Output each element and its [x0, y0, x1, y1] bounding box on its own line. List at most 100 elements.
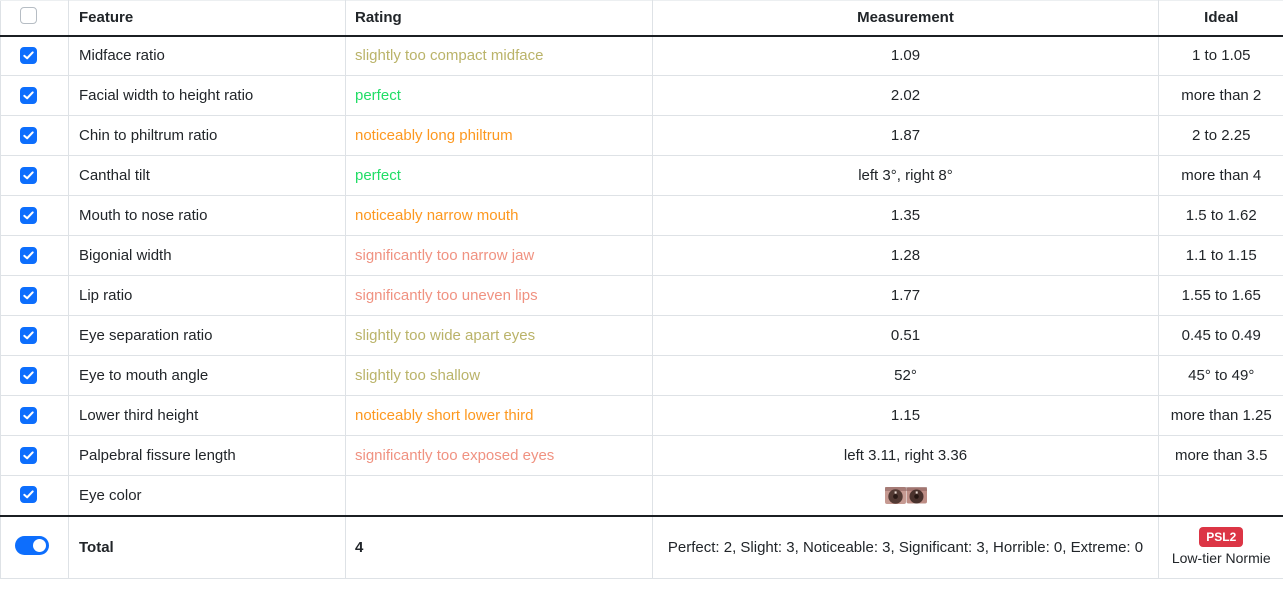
- check-icon: [23, 330, 34, 339]
- total-ideal-cell: PSL2 Low-tier Normie: [1158, 514, 1283, 579]
- row-checkbox[interactable]: [20, 126, 37, 144]
- toggle-knob: [33, 538, 46, 552]
- total-label: Total: [68, 514, 346, 579]
- check-icon: [23, 90, 34, 99]
- row-checkbox[interactable]: [20, 286, 37, 304]
- table-row: Facial width to height ratio perfect 2.0…: [0, 75, 1283, 116]
- column-header-measurement: Measurement: [652, 0, 1159, 37]
- table-row: Midface ratio slightly too compact midfa…: [0, 35, 1283, 76]
- table-header: Feature Rating Measurement Ideal: [0, 0, 1283, 37]
- rating-text: slightly too shallow: [345, 355, 653, 396]
- row-checkbox[interactable]: [20, 486, 37, 504]
- feature-name: Mouth to nose ratio: [68, 195, 346, 236]
- row-checkbox[interactable]: [20, 406, 37, 424]
- row-checkbox[interactable]: [20, 86, 37, 104]
- feature-name: Facial width to height ratio: [68, 75, 346, 116]
- rating-text: significantly too narrow jaw: [345, 235, 653, 276]
- rating-text: perfect: [345, 75, 653, 116]
- row-checkbox[interactable]: [20, 446, 37, 464]
- check-icon: [23, 370, 34, 379]
- rating-text: [345, 475, 653, 516]
- row-select-cell: [0, 435, 69, 476]
- feature-name: Chin to philtrum ratio: [68, 115, 346, 156]
- ideal-value: 1.5 to 1.62: [1158, 195, 1283, 236]
- table-row: Eye color: [0, 475, 1283, 516]
- table-row: Palpebral fissure length significantly t…: [0, 435, 1283, 476]
- row-checkbox[interactable]: [20, 46, 37, 64]
- ideal-value: more than 2: [1158, 75, 1283, 116]
- ideal-value: more than 4: [1158, 155, 1283, 196]
- rating-text: significantly too exposed eyes: [345, 435, 653, 476]
- total-summary: Perfect: 2, Slight: 3, Noticeable: 3, Si…: [652, 514, 1159, 579]
- measurement-text: 1.77: [890, 287, 921, 304]
- total-row: Total 4 Perfect: 2, Slight: 3, Noticeabl…: [0, 514, 1283, 579]
- row-select-cell: [0, 155, 69, 196]
- measurement-text: left 3.11, right 3.36: [843, 447, 968, 464]
- row-select-cell: [0, 395, 69, 436]
- facial-ratings-table: Feature Rating Measurement Ideal Midface…: [0, 0, 1283, 579]
- psl-badge: PSL2: [1199, 527, 1244, 548]
- select-all-cell: [0, 0, 69, 37]
- row-select-cell: [0, 195, 69, 236]
- measurement-value: 1.35: [652, 195, 1159, 236]
- rating-text: noticeably narrow mouth: [345, 195, 653, 236]
- ideal-value: more than 1.25: [1158, 395, 1283, 436]
- ideal-value: 45° to 49°: [1158, 355, 1283, 396]
- column-header-rating: Rating: [345, 0, 653, 37]
- rating-text: noticeably long philtrum: [345, 115, 653, 156]
- measurement-value: 52°: [652, 355, 1159, 396]
- check-icon: [23, 490, 34, 499]
- measurement-value: 1.87: [652, 115, 1159, 156]
- column-header-feature: Feature: [68, 0, 346, 37]
- feature-name: Eye separation ratio: [68, 315, 346, 356]
- ideal-value: 1 to 1.05: [1158, 35, 1283, 76]
- measurement-text: 2.02: [890, 87, 921, 104]
- table-body: Midface ratio slightly too compact midfa…: [0, 35, 1283, 516]
- ideal-value: 1.55 to 1.65: [1158, 275, 1283, 316]
- check-icon: [23, 170, 34, 179]
- row-select-cell: [0, 35, 69, 76]
- row-select-cell: [0, 75, 69, 116]
- feature-name: Lower third height: [68, 395, 346, 436]
- rating-text: slightly too compact midface: [345, 35, 653, 76]
- check-icon: [23, 51, 34, 60]
- select-all-checkbox[interactable]: [20, 7, 37, 25]
- table-footer: Total 4 Perfect: 2, Slight: 3, Noticeabl…: [0, 514, 1283, 579]
- row-checkbox[interactable]: [20, 206, 37, 224]
- total-rating-value: 4: [345, 514, 653, 579]
- total-toggle-switch[interactable]: [15, 535, 49, 555]
- measurement-text: 52°: [894, 367, 917, 384]
- table-row: Lower third height noticeably short lowe…: [0, 395, 1283, 436]
- rating-text: significantly too uneven lips: [345, 275, 653, 316]
- measurement-value: [652, 475, 1159, 516]
- check-icon: [23, 290, 34, 299]
- check-icon: [23, 210, 34, 219]
- row-select-cell: [0, 355, 69, 396]
- rating-text: noticeably short lower third: [345, 395, 653, 436]
- measurement-value: 1.09: [652, 35, 1159, 76]
- measurement-text: left 3°, right 8°: [858, 167, 953, 184]
- rating-text: slightly too wide apart eyes: [345, 315, 653, 356]
- feature-name: Midface ratio: [68, 35, 346, 76]
- ideal-value: 2 to 2.25: [1158, 115, 1283, 156]
- measurement-value: left 3.11, right 3.36: [652, 435, 1159, 476]
- feature-name: Palpebral fissure length: [68, 435, 346, 476]
- table-row: Eye separation ratio slightly too wide a…: [0, 315, 1283, 356]
- rating-text: perfect: [345, 155, 653, 196]
- feature-name: Eye to mouth angle: [68, 355, 346, 396]
- table-row: Bigonial width significantly too narrow …: [0, 235, 1283, 276]
- row-checkbox[interactable]: [20, 166, 37, 184]
- row-checkbox[interactable]: [20, 246, 37, 264]
- row-checkbox[interactable]: [20, 366, 37, 384]
- feature-name: Eye color: [68, 475, 346, 516]
- feature-name: Canthal tilt: [68, 155, 346, 196]
- measurement-text: 1.09: [890, 47, 921, 65]
- measurement-value: left 3°, right 8°: [652, 155, 1159, 196]
- check-icon: [23, 450, 34, 459]
- measurement-value: 1.77: [652, 275, 1159, 316]
- measurement-text: 1.15: [890, 407, 921, 424]
- check-icon: [23, 250, 34, 259]
- row-select-cell: [0, 475, 69, 516]
- measurement-value: 2.02: [652, 75, 1159, 116]
- row-checkbox[interactable]: [20, 326, 37, 344]
